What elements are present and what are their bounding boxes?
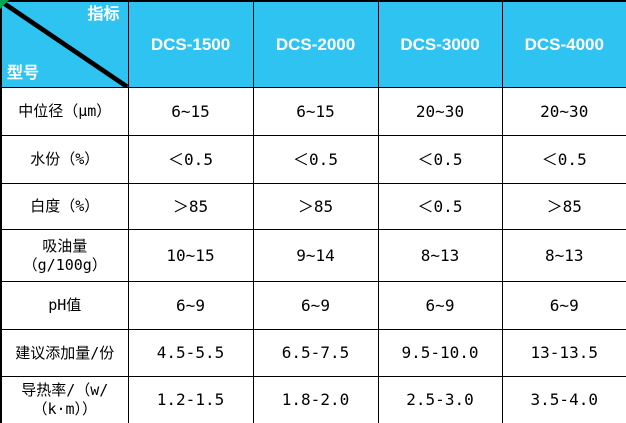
table-cell: ＜0.5 xyxy=(377,135,503,184)
table-row-ph: pH值 6~9 6~9 6~9 6~9 xyxy=(0,281,626,330)
corner-model-label: 型号 xyxy=(7,65,40,82)
corner-indicator-label: 指标 xyxy=(87,6,120,23)
table-row-recommended-dosage: 建议添加量/份 4.5-5.5 6.5-7.5 9.5-10.0 13-13.5 xyxy=(0,329,626,377)
table-cell: ＜0.5 xyxy=(501,135,626,184)
table-cell: 20~30 xyxy=(501,87,626,136)
table-row-median-diameter: 中位径（μm） 6~15 6~15 20~30 20~30 xyxy=(0,87,626,136)
table-cell: 6~9 xyxy=(501,281,626,330)
diagonal-divider-line xyxy=(2,2,127,87)
column-header-dcs-2000: DCS-2000 xyxy=(252,0,379,88)
table-row-oil-absorption: 吸油量 （g/100g） 10~15 9~14 8~13 8~13 xyxy=(0,229,626,282)
table-cell: 9~14 xyxy=(252,229,379,282)
table-cell: 6~9 xyxy=(127,281,254,330)
table-cell: 10~15 xyxy=(127,229,254,282)
table-cell: 8~13 xyxy=(377,229,503,282)
corner-marker-icon xyxy=(0,0,9,9)
row-label: 中位径（μm） xyxy=(0,87,129,136)
table-cell: ＜0.5 xyxy=(127,135,254,184)
table-cell: ＜0.5 xyxy=(377,183,503,230)
column-header-dcs-4000: DCS-4000 xyxy=(501,0,626,88)
table-cell: ＞85 xyxy=(501,183,626,230)
table-cell: 6.5-7.5 xyxy=(252,329,379,377)
row-label: 水份（%） xyxy=(0,135,129,184)
table-cell: 1.8-2.0 xyxy=(252,376,379,423)
table-cell: ＞85 xyxy=(252,183,379,230)
row-label: pH值 xyxy=(0,281,129,330)
table-row-moisture: 水份（%） ＜0.5 ＜0.5 ＜0.5 ＜0.5 xyxy=(0,135,626,184)
table-cell: ＞85 xyxy=(127,183,254,230)
table-cell: 2.5-3.0 xyxy=(377,376,503,423)
header-row: 指标 型号 DCS-1500 DCS-2000 DCS-3000 DCS-400… xyxy=(0,0,626,88)
table-cell: 9.5-10.0 xyxy=(377,329,503,377)
table-cell: 8~13 xyxy=(501,229,626,282)
table-cell: 6~15 xyxy=(252,87,379,136)
table-cell: 20~30 xyxy=(377,87,503,136)
corner-header-cell: 指标 型号 xyxy=(0,0,129,88)
table-cell: 3.5-4.0 xyxy=(501,376,626,423)
table-row-thermal-conductivity: 导热率/（w/ （k·m）） 1.2-1.5 1.8-2.0 2.5-3.0 3… xyxy=(0,376,626,423)
table-cell: 13-13.5 xyxy=(501,329,626,377)
row-label: 建议添加量/份 xyxy=(0,329,129,377)
table-cell: 6~9 xyxy=(377,281,503,330)
column-header-dcs-1500: DCS-1500 xyxy=(127,0,254,88)
table-cell: 1.2-1.5 xyxy=(127,376,254,423)
table-row-whiteness: 白度（%） ＞85 ＞85 ＜0.5 ＞85 xyxy=(0,183,626,230)
table-cell: 6~9 xyxy=(252,281,379,330)
row-label: 吸油量 （g/100g） xyxy=(0,229,129,282)
table-cell: 6~15 xyxy=(127,87,254,136)
column-header-dcs-3000: DCS-3000 xyxy=(377,0,503,88)
table-cell: 4.5-5.5 xyxy=(127,329,254,377)
row-label: 白度（%） xyxy=(0,183,129,230)
table-cell: ＜0.5 xyxy=(252,135,379,184)
row-label: 导热率/（w/ （k·m）） xyxy=(0,376,129,423)
